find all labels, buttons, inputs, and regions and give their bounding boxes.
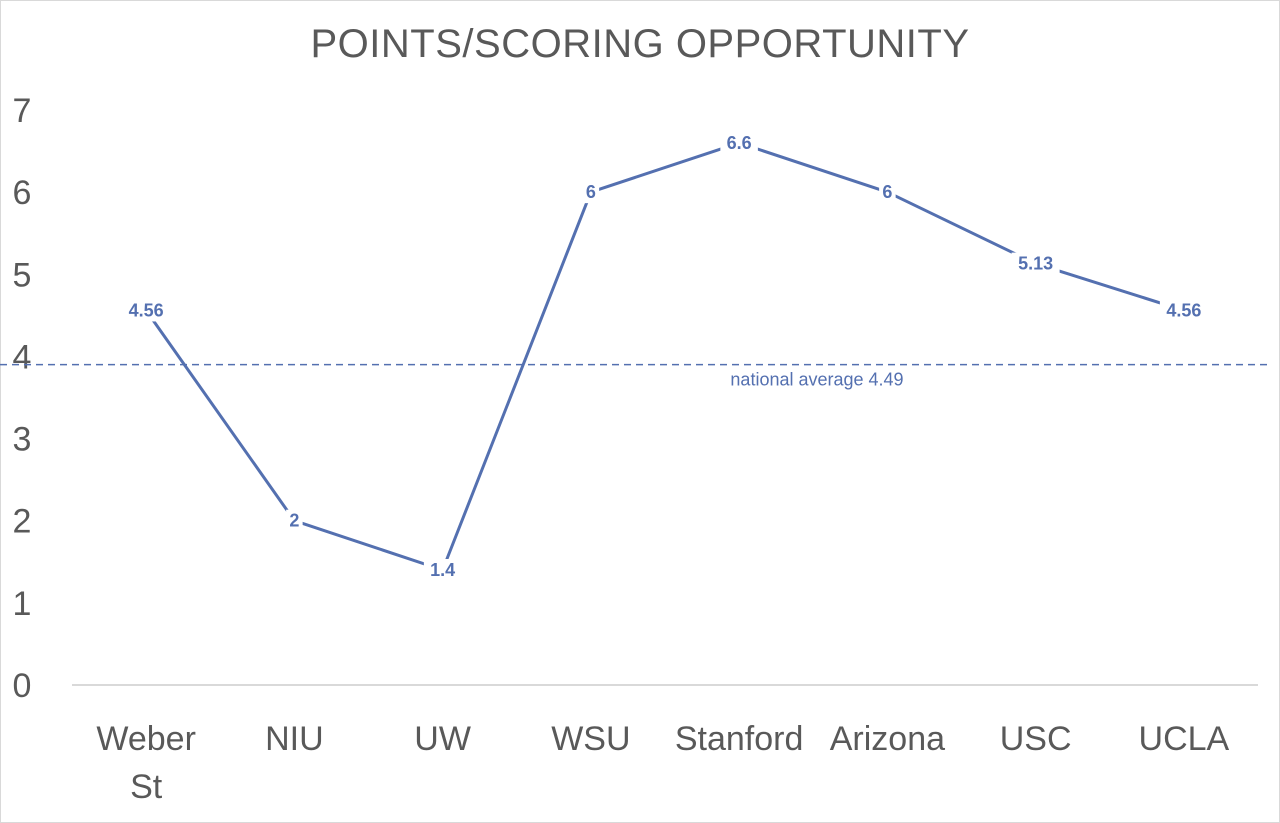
x-tick-label: NIU bbox=[265, 720, 324, 758]
series-line bbox=[144, 141, 1185, 572]
x-axis-ticks: Weber St NIU UW WSU Stanford Arizona USC UCLA bbox=[96, 720, 1229, 806]
y-tick-label: 3 bbox=[13, 421, 32, 459]
chart-title: POINTS/SCORING OPPORTUNITY bbox=[310, 22, 970, 66]
y-tick-label: 2 bbox=[13, 503, 32, 541]
data-label-bg bbox=[720, 131, 758, 154]
x-tick-label: UW bbox=[414, 720, 471, 758]
data-label: 1.4 bbox=[430, 560, 455, 580]
y-tick-label: 1 bbox=[13, 585, 32, 623]
y-tick-label: 7 bbox=[13, 92, 32, 130]
y-tick-label: 4 bbox=[13, 338, 32, 376]
data-label-bg bbox=[582, 181, 600, 204]
data-label-bg bbox=[1159, 299, 1208, 322]
x-tick-label: WSU bbox=[551, 720, 630, 758]
data-label-bg bbox=[122, 299, 171, 322]
data-label-bg bbox=[423, 559, 462, 581]
data-label: 2 bbox=[289, 511, 299, 531]
x-tick-label: USC bbox=[1000, 720, 1072, 758]
y-tick-label: 5 bbox=[13, 256, 32, 294]
x-tick-label: Stanford bbox=[675, 720, 804, 758]
data-label: 5.13 bbox=[1018, 254, 1053, 274]
data-label: 4.56 bbox=[129, 300, 164, 320]
data-label-bg bbox=[286, 509, 303, 532]
y-tick-label: 0 bbox=[13, 667, 32, 705]
x-tick-label: Weber bbox=[96, 720, 196, 758]
x-tick-label: St bbox=[130, 768, 163, 806]
data-label: 6 bbox=[882, 182, 892, 202]
x-tick-label: Arizona bbox=[830, 720, 945, 758]
reference-line-group: national average 4.49 bbox=[0, 363, 1270, 390]
y-axis-ticks: 0 1 2 3 4 5 6 7 bbox=[13, 92, 32, 705]
y-tick-label: 6 bbox=[13, 174, 32, 212]
national-average-label: national average 4.49 bbox=[730, 370, 903, 390]
data-label: 4.56 bbox=[1166, 300, 1201, 320]
data-label-bg bbox=[879, 181, 896, 204]
data-labels: 4.56 2 1.4 6 6.6 6 5.13 4.56 bbox=[122, 131, 1208, 581]
data-label: 6.6 bbox=[727, 133, 752, 153]
data-label-bg bbox=[1011, 252, 1060, 275]
x-tick-label: UCLA bbox=[1139, 720, 1230, 758]
data-label: 6 bbox=[586, 182, 596, 202]
